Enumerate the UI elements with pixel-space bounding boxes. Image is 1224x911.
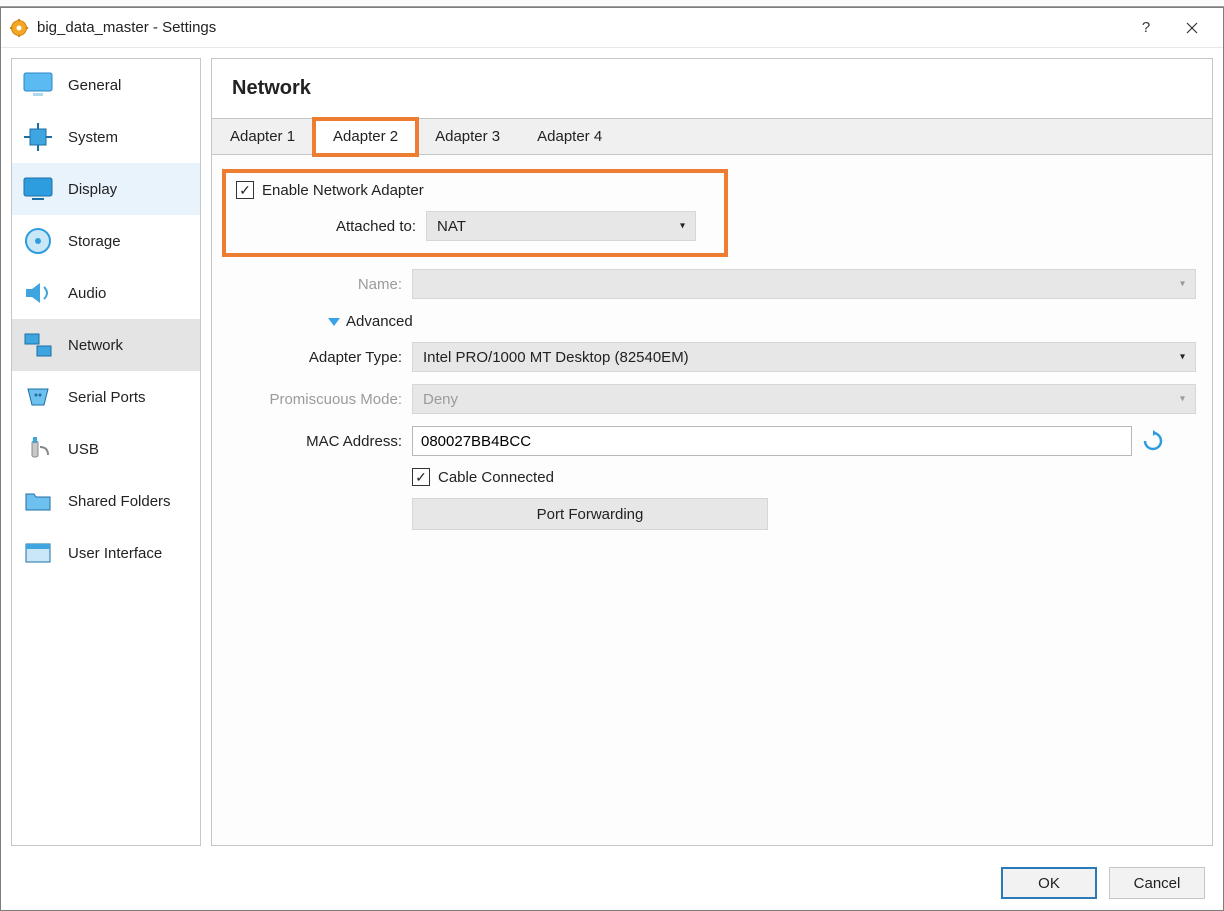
sidebar-item-label: USB (68, 441, 99, 458)
close-button[interactable] (1169, 8, 1215, 48)
mac-label: MAC Address: (222, 433, 412, 450)
refresh-mac-button[interactable] (1142, 430, 1164, 452)
promiscuous-select: Deny ▾ (412, 384, 1196, 414)
tab-adapter-3[interactable]: Adapter 3 (417, 119, 519, 154)
cancel-button[interactable]: Cancel (1109, 867, 1205, 899)
section-title: Network (211, 58, 1213, 119)
sidebar-item-label: Network (68, 337, 123, 354)
sidebar-item-label: User Interface (68, 545, 162, 562)
name-select: ▾ (412, 269, 1196, 299)
sidebar-item-usb[interactable]: USB (12, 423, 200, 475)
advanced-label: Advanced (346, 313, 413, 330)
adapter-tabs: Adapter 1 Adapter 2 Adapter 3 Adapter 4 (212, 119, 1212, 155)
sidebar-item-label: Storage (68, 233, 121, 250)
mac-address-input[interactable] (412, 426, 1132, 456)
speaker-icon (22, 277, 54, 309)
help-button[interactable]: ? (1123, 8, 1169, 48)
ui-icon (22, 537, 54, 569)
highlight-region: ✓ Enable Network Adapter Attached to: NA… (222, 169, 728, 257)
ok-button[interactable]: OK (1001, 867, 1097, 899)
disk-icon (22, 225, 54, 257)
settings-sidebar: General System Display Storage Audio Net… (11, 58, 201, 846)
chevron-down-icon: ▾ (1180, 394, 1185, 405)
enable-adapter-label: Enable Network Adapter (262, 182, 424, 199)
sidebar-item-network[interactable]: Network (12, 319, 200, 371)
sidebar-item-system[interactable]: System (12, 111, 200, 163)
advanced-toggle[interactable]: Advanced (328, 313, 1196, 330)
chevron-down-icon: ▾ (1180, 279, 1185, 290)
chevron-down-icon: ▾ (1180, 352, 1185, 363)
dialog-footer: OK Cancel (1, 856, 1223, 910)
monitor-icon (22, 69, 54, 101)
network-icon (22, 329, 54, 361)
cable-connected-checkbox[interactable]: ✓ (412, 468, 430, 486)
name-label: Name: (222, 276, 412, 293)
adapter-type-select[interactable]: Intel PRO/1000 MT Desktop (82540EM) ▾ (412, 342, 1196, 372)
sidebar-item-label: Serial Ports (68, 389, 146, 406)
chip-icon (22, 121, 54, 153)
sidebar-item-label: System (68, 129, 118, 146)
sidebar-item-display[interactable]: Display (12, 163, 200, 215)
parent-window-strip (0, 0, 1224, 7)
triangle-down-icon (328, 318, 340, 326)
attached-to-label: Attached to: (236, 218, 426, 235)
main-panel: Network Adapter 1 Adapter 2 Adapter 3 Ad… (211, 58, 1213, 846)
window-title: big_data_master - Settings (37, 19, 216, 36)
sidebar-item-serial-ports[interactable]: Serial Ports (12, 371, 200, 423)
promiscuous-label: Promiscuous Mode: (222, 391, 412, 408)
folder-icon (22, 485, 54, 517)
adapter-panel: ✓ Enable Network Adapter Attached to: NA… (212, 155, 1212, 546)
adapter-type-label: Adapter Type: (222, 349, 412, 366)
usb-icon (22, 433, 54, 465)
display-icon (22, 173, 54, 205)
serial-icon (22, 381, 54, 413)
app-icon (9, 18, 29, 38)
sidebar-item-label: Audio (68, 285, 106, 302)
enable-adapter-checkbox[interactable]: ✓ (236, 181, 254, 199)
sidebar-item-audio[interactable]: Audio (12, 267, 200, 319)
attached-to-select[interactable]: NAT ▾ (426, 211, 696, 241)
sidebar-item-shared-folders[interactable]: Shared Folders (12, 475, 200, 527)
sidebar-item-label: General (68, 77, 121, 94)
cable-connected-label: Cable Connected (438, 469, 554, 486)
tab-adapter-2[interactable]: Adapter 2 (314, 119, 417, 155)
tab-area: Adapter 1 Adapter 2 Adapter 3 Adapter 4 … (211, 119, 1213, 846)
sidebar-item-label: Shared Folders (68, 493, 171, 510)
sidebar-item-label: Display (68, 181, 117, 198)
attached-to-value: NAT (437, 218, 466, 235)
titlebar: big_data_master - Settings ? (1, 8, 1223, 48)
tab-adapter-1[interactable]: Adapter 1 (212, 119, 314, 154)
adapter-type-value: Intel PRO/1000 MT Desktop (82540EM) (423, 349, 689, 366)
sidebar-item-user-interface[interactable]: User Interface (12, 527, 200, 579)
sidebar-item-general[interactable]: General (12, 59, 200, 111)
settings-window: big_data_master - Settings ? General Sys… (0, 7, 1224, 911)
chevron-down-icon: ▾ (680, 221, 685, 232)
port-forwarding-button[interactable]: Port Forwarding (412, 498, 768, 530)
promiscuous-value: Deny (423, 391, 458, 408)
tab-adapter-4[interactable]: Adapter 4 (519, 119, 621, 154)
sidebar-item-storage[interactable]: Storage (12, 215, 200, 267)
